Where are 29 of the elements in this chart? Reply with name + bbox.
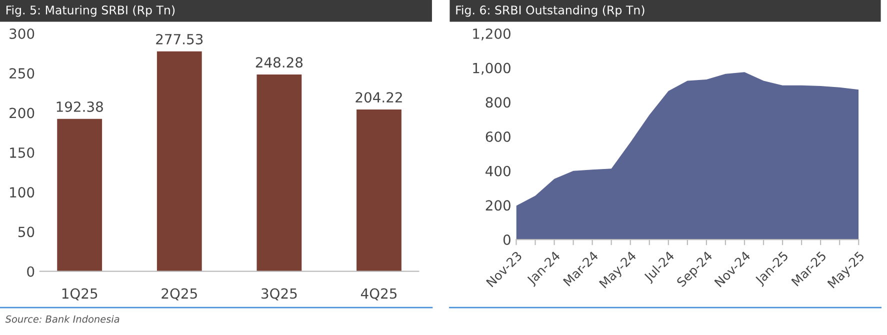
- y-tick-label: 0: [27, 266, 34, 277]
- data-label: 277.53: [156, 34, 203, 44]
- bar: [256, 74, 302, 272]
- data-label: 204.22: [356, 92, 402, 103]
- bar: [356, 109, 402, 272]
- data-label: 192.38: [56, 101, 103, 112]
- y-tick-label: 400: [486, 166, 510, 176]
- y-tick-label: 1,000: [473, 62, 510, 75]
- y-tick-label: 600: [486, 131, 510, 142]
- x-tick-label: 2Q25: [162, 288, 197, 300]
- y-tick-label: 100: [10, 187, 34, 198]
- chart-title: Fig. 6: SRBI Outstanding (Rp Tn): [456, 5, 644, 17]
- x-tick-label: 4Q25: [360, 288, 396, 300]
- y-tick-label: 200: [486, 200, 510, 211]
- y-tick-label: 150: [10, 147, 34, 158]
- y-tick-label: 800: [486, 97, 510, 108]
- chart-title: Fig. 5: Maturing SRBI (Rp Tn): [6, 5, 175, 17]
- bar: [156, 51, 202, 272]
- y-tick-label: 0: [503, 234, 510, 245]
- bar: [57, 118, 102, 272]
- y-tick-label: 200: [10, 108, 34, 118]
- data-label: 248.28: [256, 57, 303, 68]
- x-tick-label: 3Q25: [262, 288, 297, 300]
- y-tick-label: 50: [18, 226, 34, 238]
- y-tick-label: 1,200: [473, 28, 510, 40]
- y-tick-label: 300: [10, 28, 34, 39]
- y-tick-label: 250: [10, 68, 34, 79]
- source-note: Source: Bank Indonesia: [5, 315, 120, 323]
- x-tick-label: 1Q25: [62, 288, 98, 300]
